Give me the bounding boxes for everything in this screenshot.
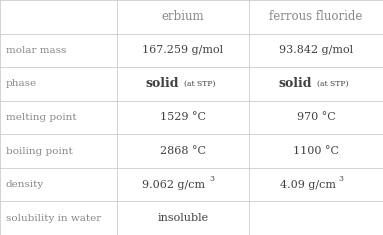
Text: molar mass: molar mass	[6, 46, 66, 55]
Text: erbium: erbium	[162, 10, 204, 23]
Text: phase: phase	[6, 79, 37, 88]
Text: 2868 °C: 2868 °C	[160, 146, 206, 156]
Text: insoluble: insoluble	[157, 213, 208, 223]
Text: (at STP): (at STP)	[184, 80, 216, 88]
Text: solid: solid	[278, 77, 312, 90]
Text: 9.062 g/cm: 9.062 g/cm	[142, 180, 205, 190]
Text: ferrous fluoride: ferrous fluoride	[269, 10, 363, 23]
Text: 970 °C: 970 °C	[296, 113, 336, 122]
Text: solubility in water: solubility in water	[6, 214, 101, 223]
Text: solid: solid	[145, 77, 178, 90]
Text: 3: 3	[209, 175, 214, 183]
Text: boiling point: boiling point	[6, 147, 72, 156]
Text: (at STP): (at STP)	[318, 80, 349, 88]
Text: 1529 °C: 1529 °C	[160, 113, 206, 122]
Text: 4.09 g/cm: 4.09 g/cm	[280, 180, 336, 190]
Text: 3: 3	[338, 175, 344, 183]
Text: density: density	[6, 180, 44, 189]
Text: 93.842 g/mol: 93.842 g/mol	[279, 45, 353, 55]
Text: 167.259 g/mol: 167.259 g/mol	[142, 45, 223, 55]
Text: melting point: melting point	[6, 113, 76, 122]
Text: 1100 °C: 1100 °C	[293, 146, 339, 156]
